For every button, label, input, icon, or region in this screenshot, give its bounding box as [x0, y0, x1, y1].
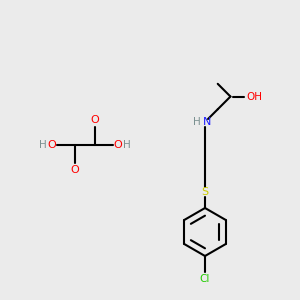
Text: N: N — [203, 117, 211, 127]
Text: O: O — [48, 140, 56, 150]
Text: O: O — [114, 140, 122, 150]
Text: O: O — [91, 115, 99, 125]
Text: H: H — [123, 140, 131, 150]
Text: H: H — [193, 117, 201, 127]
Text: S: S — [201, 187, 208, 197]
Text: H: H — [39, 140, 47, 150]
Text: Cl: Cl — [200, 274, 210, 284]
Text: OH: OH — [247, 92, 262, 101]
Text: O: O — [70, 165, 80, 175]
